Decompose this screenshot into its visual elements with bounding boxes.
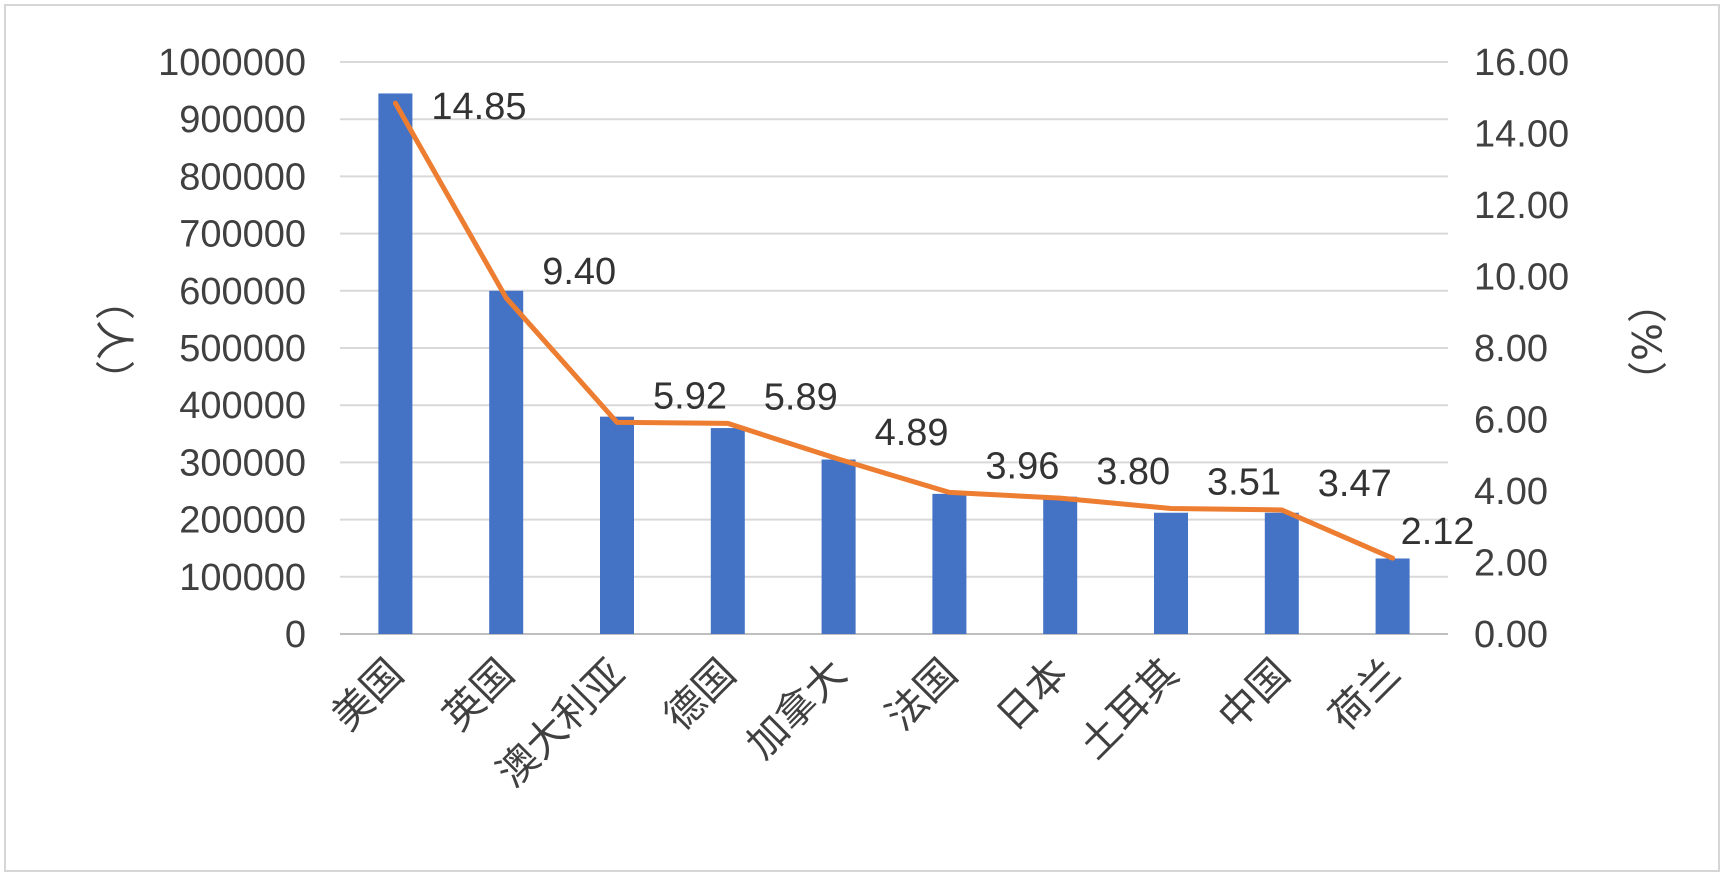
- line-series: [392, 100, 1396, 561]
- left-tick-label: 700000: [179, 214, 306, 256]
- bar: [378, 93, 413, 634]
- left-tick-label: 100000: [179, 557, 306, 599]
- left-tick-label: 900000: [179, 99, 306, 141]
- gridlines: [340, 61, 1448, 635]
- left-tick-label: 600000: [179, 271, 306, 313]
- left-tick-label: 0: [285, 614, 306, 656]
- right-tick-label: 0.00: [1474, 614, 1548, 656]
- bar: [600, 416, 634, 634]
- right-axis-title: （%）: [1622, 283, 1668, 401]
- chart-frame: [4, 4, 1720, 872]
- right-tick-label: 4.00: [1474, 471, 1548, 513]
- category-label: 荷兰: [1321, 651, 1410, 740]
- bar: [710, 428, 745, 634]
- category-label: 英国: [434, 651, 523, 740]
- data-label: 5.89: [764, 376, 838, 418]
- category-label: 日本: [988, 651, 1077, 740]
- right-tick-label: 6.00: [1474, 400, 1548, 442]
- data-label: 2.12: [1401, 511, 1475, 553]
- left-axis-title: （人）: [90, 280, 136, 400]
- right-tick-label: 2.00: [1474, 543, 1548, 585]
- right-tick-label: 10.00: [1474, 257, 1569, 299]
- category-label: 法国: [877, 651, 966, 740]
- left-tick-label: 200000: [179, 500, 306, 542]
- category-label: 土耳其: [1071, 651, 1188, 768]
- bar-series: [378, 93, 1410, 634]
- line-path: [392, 100, 1396, 561]
- category-label: 德国: [656, 651, 745, 740]
- right-tick-label: 16.00: [1474, 42, 1569, 84]
- bar: [1154, 512, 1188, 634]
- left-tick-label: 500000: [179, 328, 306, 370]
- right-y-axis: 0.00 2.00 4.00 6.00 8.00 10.00 12.00 14.00 16.00: [1474, 42, 1569, 656]
- left-tick-label: 400000: [179, 385, 306, 427]
- bar: [932, 493, 967, 634]
- data-label: 4.89: [875, 412, 949, 454]
- line-data-labels: 14.85 9.40 5.92 5.89 4.89 3.96 3.80 3.51 3.472.1…: [431, 86, 1474, 553]
- data-label: 5.92: [653, 375, 727, 417]
- bar: [1264, 512, 1299, 634]
- data-label: 3.96: [985, 445, 1059, 487]
- right-tick-label: 8.00: [1474, 328, 1548, 370]
- left-tick-label: 1000000: [158, 42, 306, 84]
- left-tick-label: 300000: [179, 442, 306, 484]
- bar: [821, 459, 856, 634]
- data-label: 14.85: [431, 86, 526, 128]
- right-tick-label: 12.00: [1474, 185, 1569, 227]
- data-label: 3.80: [1096, 451, 1170, 493]
- bar: [1375, 558, 1410, 634]
- category-label: 美国: [323, 651, 412, 740]
- category-label: 加拿大: [738, 651, 855, 768]
- category-label: 中国: [1210, 651, 1299, 740]
- bar: [489, 290, 524, 634]
- right-tick-label: 14.00: [1474, 114, 1569, 156]
- data-label: 3.47: [1318, 463, 1392, 505]
- data-label: 9.40: [542, 251, 616, 293]
- left-y-axis: 0 100000 200000 300000 400000 500000 600000 700…: [158, 42, 306, 656]
- data-label: 3.51: [1207, 462, 1281, 504]
- left-tick-label: 800000: [179, 156, 306, 198]
- bar: [1043, 496, 1078, 634]
